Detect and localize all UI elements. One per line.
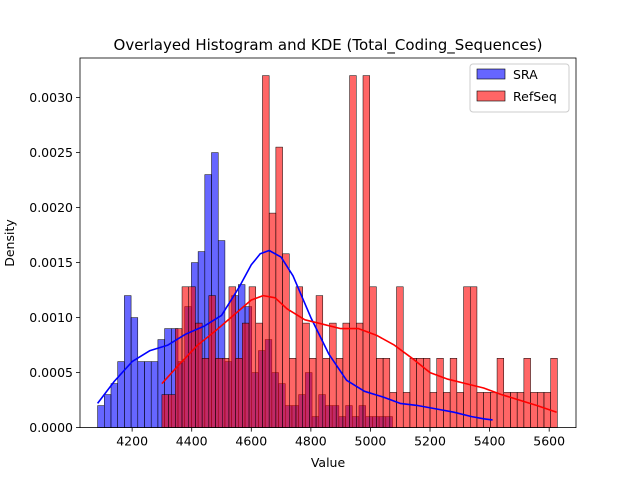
sra-kde-line xyxy=(96,249,493,421)
refseq-bar xyxy=(456,392,464,428)
chart-title: Overlayed Histogram and KDE (Total_Codin… xyxy=(114,36,543,55)
refseq-bar xyxy=(222,358,230,428)
refseq-bar xyxy=(255,322,263,428)
refseq-bar xyxy=(322,358,330,428)
sra-bar xyxy=(97,405,105,428)
refseq-bar xyxy=(275,146,283,428)
refseq-bar xyxy=(228,286,236,428)
refseq-bar xyxy=(523,358,531,428)
refseq-bar xyxy=(516,392,525,428)
refseq-bar xyxy=(483,392,491,428)
y-axis-ticks: 0.0000 0.0005 0.0010 0.0015 0.0020 0.0025 0.00… xyxy=(29,90,80,435)
refseq-bar xyxy=(537,392,545,428)
x-tick-label: 4800 xyxy=(295,434,327,449)
x-tick-label: 4600 xyxy=(235,434,267,449)
x-tick-label: 5400 xyxy=(474,434,506,449)
x-tick-label: 4200 xyxy=(116,434,148,449)
refseq-bar xyxy=(208,295,216,428)
x-axis-title: Value xyxy=(311,455,346,470)
sra-bar xyxy=(144,361,152,428)
refseq-bar xyxy=(175,328,183,428)
refseq-bar xyxy=(409,358,417,428)
refseq-bar xyxy=(201,358,210,428)
y-axis-title: Density xyxy=(2,219,17,267)
kde-curves xyxy=(96,249,557,421)
refseq-bar xyxy=(382,358,391,428)
plot-frame xyxy=(79,57,577,429)
refseq-bar xyxy=(449,358,458,428)
refseq-bar xyxy=(436,358,444,428)
y-tick-label: 0.0005 xyxy=(29,365,73,380)
sra-bar xyxy=(104,394,112,428)
refseq-bar xyxy=(329,322,337,428)
refseq-bar xyxy=(362,75,370,428)
refseq-bar xyxy=(289,358,297,428)
refseq-bar xyxy=(369,286,377,428)
y-tick-label: 0.0025 xyxy=(29,145,73,160)
refseq-bar xyxy=(195,322,203,428)
y-tick-label: 0.0020 xyxy=(29,200,73,215)
refseq-bar xyxy=(248,286,257,428)
refseq-bar xyxy=(389,392,397,428)
refseq-bar xyxy=(476,392,484,428)
y-tick-label: 0.0015 xyxy=(29,255,73,270)
refseq-bar xyxy=(396,286,404,428)
x-axis-ticks: 4200 4400 4600 4800 5000 5200 5400 5600 xyxy=(116,427,565,449)
refseq-bar xyxy=(168,394,176,428)
refseq-bar xyxy=(429,392,437,428)
x-tick-label: 5000 xyxy=(355,434,387,449)
refseq-bar xyxy=(463,286,471,428)
refseq-bar xyxy=(215,358,223,428)
x-tick-label: 5200 xyxy=(414,434,446,449)
refseq-bar xyxy=(356,322,364,428)
y-tick-label: 0.0010 xyxy=(29,310,73,325)
y-tick-label: 0.0030 xyxy=(29,90,73,105)
refseq-bar xyxy=(550,358,558,428)
legend: SRA RefSeq xyxy=(469,63,570,113)
refseq-bar xyxy=(235,358,243,428)
refseq-bar xyxy=(161,394,169,428)
sra-bar xyxy=(124,295,132,428)
refseq-bar xyxy=(302,322,310,428)
x-tick-label: 5600 xyxy=(533,434,565,449)
x-tick-label: 4400 xyxy=(176,434,208,449)
y-tick-label: 0.0000 xyxy=(29,420,73,435)
legend-label-sra: SRA xyxy=(513,67,538,82)
refseq-bar xyxy=(295,286,303,428)
refseq-bar xyxy=(309,358,317,428)
refseq-bar xyxy=(188,286,196,428)
refseq-bar xyxy=(470,286,478,428)
refseq-bar xyxy=(242,322,250,428)
sra-bar xyxy=(110,383,118,428)
refseq-bar xyxy=(530,392,538,428)
legend-swatch-refseq xyxy=(476,90,506,102)
refseq-bar xyxy=(315,295,324,428)
refseq-bar xyxy=(282,253,290,428)
sra-bar xyxy=(137,361,145,428)
sra-bar xyxy=(130,317,139,428)
refseq-bar xyxy=(376,358,384,428)
sra-bar xyxy=(150,361,159,428)
refseq-bar xyxy=(416,358,424,428)
refseq-bar xyxy=(349,75,357,428)
refseq-bar xyxy=(490,392,498,428)
refseq-bar xyxy=(268,212,277,428)
refseq-kde-line xyxy=(161,294,557,413)
legend-swatch-sra xyxy=(476,68,506,80)
legend-label-refseq: RefSeq xyxy=(513,89,557,104)
refseq-bar xyxy=(402,392,411,428)
